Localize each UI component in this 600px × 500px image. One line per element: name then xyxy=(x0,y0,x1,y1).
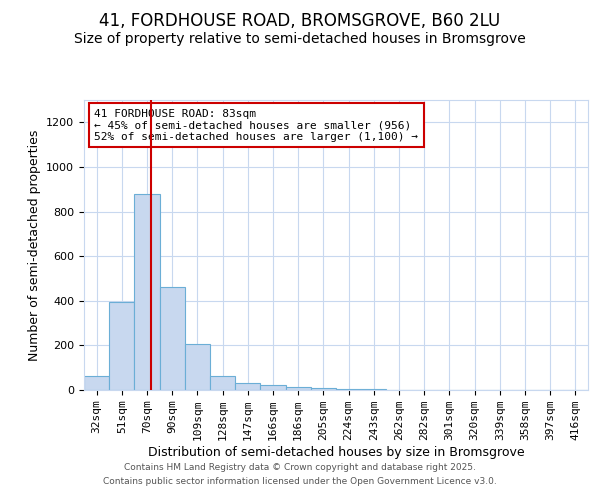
Bar xyxy=(286,388,311,390)
X-axis label: Distribution of semi-detached houses by size in Bromsgrove: Distribution of semi-detached houses by … xyxy=(148,446,524,459)
Text: 41 FORDHOUSE ROAD: 83sqm
← 45% of semi-detached houses are smaller (956)
52% of : 41 FORDHOUSE ROAD: 83sqm ← 45% of semi-d… xyxy=(94,108,418,142)
Bar xyxy=(311,388,336,390)
Bar xyxy=(160,288,185,390)
Bar xyxy=(260,385,286,390)
Text: Contains HM Land Registry data © Crown copyright and database right 2025.: Contains HM Land Registry data © Crown c… xyxy=(124,464,476,472)
Bar xyxy=(84,376,109,390)
Bar xyxy=(134,194,160,390)
Y-axis label: Number of semi-detached properties: Number of semi-detached properties xyxy=(28,130,41,360)
Text: Size of property relative to semi-detached houses in Bromsgrove: Size of property relative to semi-detach… xyxy=(74,32,526,46)
Bar xyxy=(109,302,134,390)
Bar xyxy=(235,383,260,390)
Text: 41, FORDHOUSE ROAD, BROMSGROVE, B60 2LU: 41, FORDHOUSE ROAD, BROMSGROVE, B60 2LU xyxy=(100,12,500,30)
Bar xyxy=(336,389,361,390)
Text: Contains public sector information licensed under the Open Government Licence v3: Contains public sector information licen… xyxy=(103,477,497,486)
Bar xyxy=(185,344,210,390)
Bar xyxy=(210,376,235,390)
